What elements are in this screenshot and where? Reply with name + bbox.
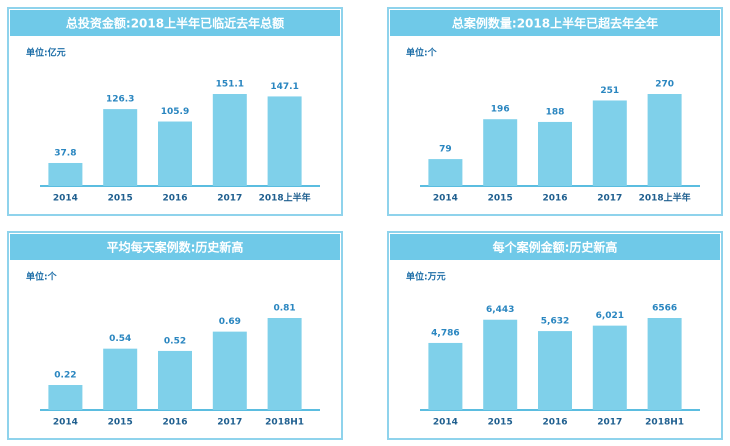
- value-label: 0.52: [164, 336, 186, 346]
- x-tick-label: 2017: [217, 418, 242, 428]
- x-tick-label: 2014: [53, 194, 78, 204]
- bar: [538, 331, 572, 410]
- value-label: 6,443: [486, 305, 514, 315]
- x-tick-label: 2016: [162, 194, 187, 204]
- value-label: 6566: [652, 304, 677, 314]
- value-label: 79: [439, 145, 452, 155]
- x-tick-label: 2015: [108, 418, 133, 428]
- x-tick-label: 2014: [53, 418, 78, 428]
- panel-header: [390, 10, 720, 36]
- bar: [267, 96, 302, 186]
- x-tick-label: 2015: [488, 194, 513, 204]
- unit-label: 单位:个: [406, 47, 438, 59]
- x-tick-label: 2018H1: [265, 418, 304, 428]
- bar: [592, 100, 627, 186]
- bar: [647, 318, 682, 410]
- bar: [538, 121, 572, 186]
- x-tick-label: 2017: [597, 418, 622, 428]
- x-tick-label: 2018H1: [645, 418, 684, 428]
- panel-title: 总案例数量:2018上半年已超去年全年: [452, 16, 658, 31]
- value-label: 6,021: [596, 311, 624, 321]
- x-tick-label: 2018上半年: [259, 192, 311, 204]
- value-label: 188: [546, 107, 565, 117]
- x-tick-label: 2015: [108, 194, 133, 204]
- bar: [483, 319, 518, 410]
- bar: [158, 350, 192, 410]
- bar: [428, 159, 463, 186]
- value-label: 4,786: [431, 328, 459, 338]
- x-tick-label: 2017: [597, 194, 622, 204]
- value-label: 0.22: [54, 371, 76, 381]
- value-label: 0.69: [219, 317, 241, 327]
- x-tick-label: 2014: [433, 418, 458, 428]
- bar: [103, 348, 138, 410]
- unit-label: 单位:万元: [406, 271, 446, 283]
- x-tick-label: 2016: [542, 418, 567, 428]
- value-label: 270: [655, 80, 674, 90]
- panel-title: 平均每天案例数:历史新高: [107, 240, 244, 255]
- bar: [212, 331, 247, 410]
- value-label: 105.9: [161, 107, 189, 117]
- x-tick-label: 2016: [542, 194, 567, 204]
- value-label: 251: [600, 86, 619, 96]
- x-tick-label: 2017: [217, 194, 242, 204]
- bar: [592, 325, 627, 410]
- bar: [158, 121, 192, 186]
- x-tick-label: 2018上半年: [639, 192, 691, 204]
- panel-header: [390, 234, 720, 260]
- unit-label: 单位:个: [26, 271, 58, 283]
- value-label: 151.1: [216, 80, 244, 90]
- value-label: 126.3: [106, 95, 134, 105]
- value-label: 196: [491, 105, 510, 115]
- panel-title: 总投资金额:2018上半年已临近去年总额: [66, 16, 284, 31]
- value-label: 0.54: [109, 334, 131, 344]
- x-tick-label: 2014: [433, 194, 458, 204]
- panel-header: [10, 234, 340, 260]
- bar: [103, 109, 138, 186]
- unit-label: 单位:亿元: [26, 47, 66, 59]
- x-tick-label: 2015: [488, 418, 513, 428]
- bar: [483, 119, 518, 186]
- value-label: 147.1: [270, 82, 298, 92]
- panel-title: 每个案例金额:历史新高: [493, 240, 618, 255]
- value-label: 0.81: [273, 304, 295, 314]
- bar: [48, 385, 83, 410]
- bar: [212, 94, 247, 186]
- bar: [428, 342, 463, 410]
- bar: [647, 94, 682, 186]
- panel-header: [10, 10, 340, 36]
- value-label: 5,632: [541, 317, 569, 327]
- x-tick-label: 2016: [162, 418, 187, 428]
- bar: [267, 318, 302, 410]
- value-label: 37.8: [54, 148, 76, 158]
- bar: [48, 162, 83, 186]
